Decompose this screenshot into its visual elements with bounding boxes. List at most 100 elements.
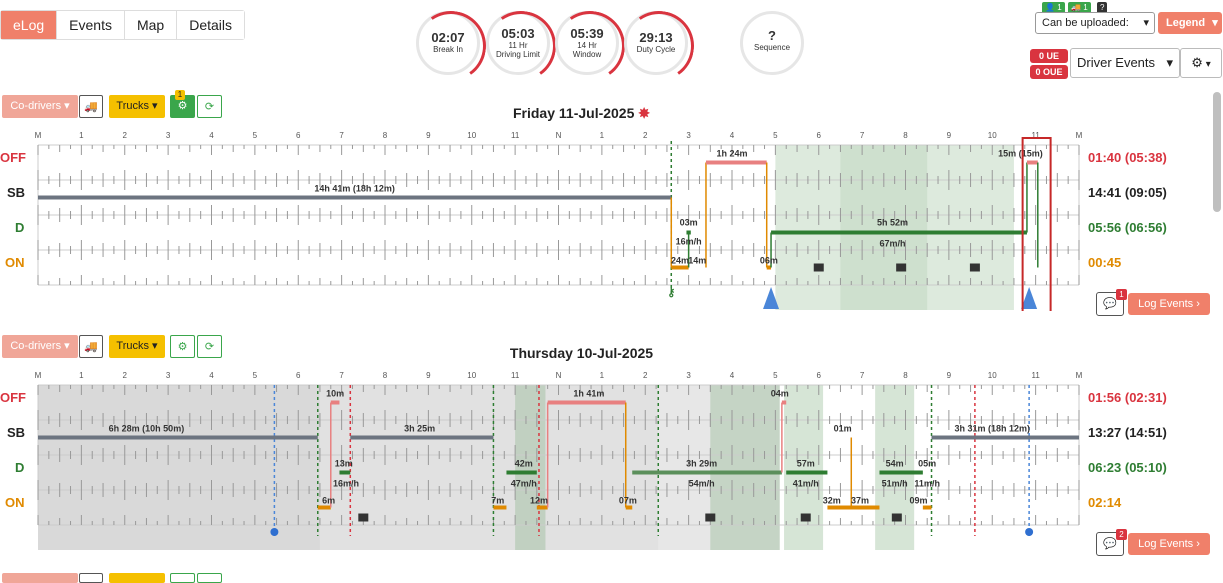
duration-label: 14m — [688, 256, 706, 266]
eld-device-button[interactable]: ⚙ — [170, 95, 195, 118]
total-d: 06:23 (05:10) — [1088, 460, 1167, 475]
truck-icon-button[interactable] — [79, 573, 103, 583]
ue-badge[interactable]: 0 UE — [1030, 49, 1068, 63]
eld-device-button[interactable] — [170, 573, 195, 583]
gauge-sequence[interactable]: ? Sequence — [740, 11, 804, 75]
truck-icon: 🚚 — [84, 341, 98, 353]
elog-grid-day1: M 1 2 3 4 5 6 7 8 9 10 11 N 1 2 3 4 5 6 7 8 9 10 11 M 14h 41m (18… — [35, 131, 1083, 311]
driver-events-select[interactable]: Driver Events ▾ — [1070, 48, 1180, 78]
truck-icon-button[interactable]: 🚚 — [79, 335, 103, 358]
refresh-button[interactable]: ⟳ — [197, 95, 222, 118]
comments-count: 2 — [1116, 529, 1127, 540]
gauge-break-in: 02:07 Break In — [416, 11, 480, 75]
hour-label: 6 — [296, 371, 301, 380]
gauge-window: 05:39 14 Hr Window — [555, 11, 619, 75]
gauge-label-2: Window — [572, 50, 602, 59]
hour-label: 3 — [166, 371, 171, 380]
eld-device-button[interactable]: ⚙ — [170, 335, 195, 358]
duration-label: 3h 25m — [404, 424, 435, 434]
hour-label: 4 — [730, 371, 735, 380]
gauge-value: 02:07 — [431, 30, 465, 45]
row-label-off: OFF — [0, 150, 26, 165]
shaded-region — [784, 385, 824, 550]
duration-label: 32m — [823, 496, 841, 506]
hour-label: 6 — [817, 131, 822, 140]
camera-icon — [896, 263, 907, 272]
truck-icon-button[interactable]: 🚚 — [79, 95, 103, 118]
hour-label: 8 — [903, 371, 908, 380]
camera-icon — [800, 513, 811, 522]
hour-label: 2 — [123, 371, 128, 380]
gauge-duty-cycle: 29:13 Duty Cycle — [624, 11, 688, 75]
driver-events-label: Driver Events — [1077, 55, 1156, 70]
duration-label: 41m/h — [793, 479, 819, 489]
day-title-text: Thursday 10-Jul-2025 — [509, 345, 654, 361]
duration-label: 01m — [834, 424, 852, 434]
upload-select-label: Can be uploaded: — [1042, 17, 1129, 29]
alert-icon: ✸ — [638, 105, 651, 121]
day-title-text: Friday 11-Jul-2025 — [512, 105, 635, 121]
tab-map[interactable]: Map — [124, 11, 178, 39]
comment-icon: 💬 — [1103, 298, 1117, 310]
gauge-driving-limit: 05:03 11 Hr Driving Limit — [486, 11, 550, 75]
hour-label: 10 — [988, 371, 997, 380]
codrivers-button[interactable]: Co-drivers ▾ — [2, 95, 78, 118]
log-events-label: Log Events — [1138, 538, 1194, 550]
upload-status-select[interactable]: Can be uploaded: ▾ — [1035, 12, 1155, 34]
gauge-label: Duty Cycle — [636, 45, 676, 54]
duration-label: 57m — [797, 459, 815, 469]
hour-label: 9 — [947, 371, 952, 380]
camera-icon — [969, 263, 980, 272]
codrivers-label: Co-drivers — [10, 100, 62, 112]
location-dot-icon — [1025, 528, 1034, 536]
vertical-scrollbar[interactable] — [1213, 92, 1221, 212]
hour-label: N — [556, 371, 562, 380]
codrivers-button[interactable]: Co-drivers ▾ — [2, 335, 78, 358]
trucks-button[interactable]: Trucks ▾ — [109, 335, 165, 358]
total-on: 00:45 — [1088, 255, 1122, 270]
codrivers-button[interactable] — [2, 573, 78, 583]
hour-label: 4 — [209, 131, 214, 140]
gauge-label-2: Driving Limit — [495, 50, 540, 59]
tab-events[interactable]: Events — [57, 11, 125, 39]
hour-label: 7 — [339, 131, 344, 140]
trucks-button[interactable] — [109, 573, 165, 583]
oue-badge[interactable]: 0 OUE — [1030, 65, 1068, 79]
chevron-down-icon: ▾ — [1202, 59, 1211, 70]
help-badge[interactable]: ? — [1097, 2, 1108, 14]
hour-label: 10 — [467, 131, 476, 140]
duration-label: 06m — [760, 256, 778, 266]
duration-label: 3h 29m — [686, 459, 717, 469]
hour-label: 11 — [1031, 371, 1040, 380]
hour-label: 10 — [988, 131, 997, 140]
tab-details[interactable]: Details — [177, 11, 244, 39]
camera-icon — [358, 513, 369, 522]
day-title: Thursday 10-Jul-2025 — [0, 345, 1163, 361]
duration-label: 51m/h — [882, 479, 908, 489]
camera-icon — [813, 263, 824, 272]
hour-label: 7 — [339, 371, 344, 380]
comments-count: 1 — [1116, 289, 1127, 300]
hour-label: 6 — [296, 131, 301, 140]
location-dot-icon — [270, 528, 279, 536]
refresh-button[interactable]: ⟳ — [197, 335, 222, 358]
chevron-down-icon: ▾ — [1212, 17, 1218, 29]
refresh-button[interactable] — [197, 573, 222, 583]
log-events-button[interactable]: Log Events › — [1128, 533, 1210, 555]
duration-label: 1h 24m — [716, 149, 747, 159]
gauge-value: 05:39 — [570, 26, 604, 41]
badge-value: 1 — [1083, 3, 1088, 12]
hour-label: M — [1076, 131, 1083, 140]
trucks-button[interactable]: Trucks ▾ — [109, 95, 165, 118]
duration-label: 04m — [771, 389, 789, 399]
trucks-label: Trucks — [116, 340, 149, 352]
settings-dropdown-button[interactable]: ⚙ ▾ — [1180, 48, 1222, 78]
refresh-icon: ⟳ — [204, 101, 215, 113]
legend-button[interactable]: Legend ▾ — [1158, 12, 1222, 34]
duration-label: 12m — [530, 496, 548, 506]
log-events-button[interactable]: Log Events › — [1128, 293, 1210, 315]
hour-label: 5 — [253, 371, 258, 380]
tab-elog[interactable]: eLog — [1, 11, 58, 39]
gauge-label: Break In — [433, 45, 463, 54]
hour-label: 2 — [123, 131, 128, 140]
